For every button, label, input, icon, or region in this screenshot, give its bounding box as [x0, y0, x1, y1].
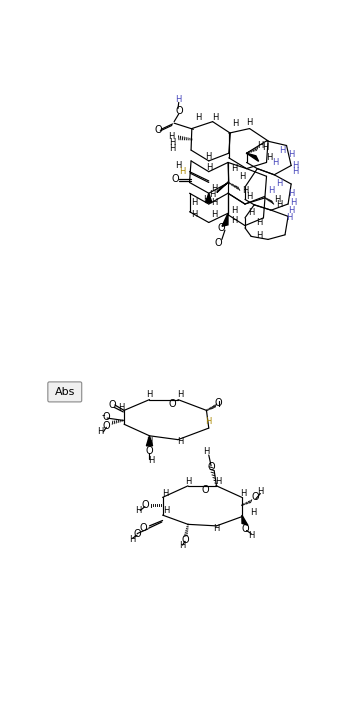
Text: O: O	[169, 399, 176, 409]
Text: O: O	[215, 398, 223, 408]
Text: H: H	[288, 189, 294, 198]
Text: O: O	[215, 238, 223, 248]
Text: H: H	[211, 184, 217, 193]
Text: H: H	[231, 216, 237, 225]
Text: H: H	[240, 489, 246, 498]
Text: H: H	[203, 447, 210, 456]
Text: O: O	[133, 528, 141, 538]
Text: O: O	[109, 400, 116, 410]
Polygon shape	[222, 214, 228, 226]
Text: H: H	[248, 530, 254, 540]
Polygon shape	[242, 515, 248, 525]
Text: H: H	[163, 506, 170, 515]
Text: H: H	[273, 158, 279, 167]
FancyBboxPatch shape	[48, 382, 82, 402]
Polygon shape	[206, 193, 212, 202]
Text: H: H	[206, 162, 213, 172]
Text: O: O	[217, 223, 225, 233]
Text: H: H	[279, 146, 285, 155]
Text: H: H	[231, 164, 237, 173]
Polygon shape	[246, 153, 259, 162]
Text: O: O	[140, 523, 147, 533]
Text: H: H	[288, 150, 294, 159]
Text: H: H	[246, 192, 253, 201]
Text: H: H	[276, 179, 282, 189]
Text: H: H	[136, 506, 142, 515]
Text: H: H	[176, 95, 182, 104]
Text: O: O	[207, 462, 215, 472]
Text: H: H	[146, 390, 153, 399]
Text: O: O	[176, 106, 183, 116]
Text: H: H	[266, 153, 273, 162]
Text: H: H	[213, 112, 219, 122]
Text: H: H	[191, 210, 197, 219]
Text: H: H	[293, 167, 299, 176]
Text: H: H	[248, 208, 254, 217]
Text: H: H	[205, 152, 212, 161]
Text: H: H	[256, 218, 262, 227]
Text: H: H	[286, 214, 293, 222]
Text: H: H	[213, 525, 220, 533]
Text: H: H	[210, 190, 216, 199]
Text: H: H	[239, 172, 245, 181]
Text: H: H	[185, 477, 191, 486]
Text: H: H	[205, 417, 212, 426]
Text: H: H	[257, 141, 263, 150]
Text: O: O	[154, 125, 162, 135]
Text: H: H	[232, 120, 238, 128]
Text: H: H	[97, 427, 103, 436]
Text: H: H	[268, 186, 274, 194]
Text: O: O	[103, 421, 110, 431]
Text: O: O	[252, 493, 260, 503]
Text: H: H	[179, 167, 185, 176]
Text: H: H	[290, 198, 297, 207]
Text: H: H	[263, 142, 269, 152]
Text: H: H	[168, 132, 175, 141]
Text: H: H	[177, 437, 183, 446]
Text: H: H	[177, 390, 183, 399]
Text: H: H	[256, 231, 262, 240]
Text: H: H	[196, 112, 202, 122]
Text: H: H	[293, 161, 299, 170]
Text: O: O	[146, 446, 153, 456]
Text: O: O	[201, 486, 209, 496]
Text: H: H	[250, 508, 257, 518]
Text: H: H	[211, 210, 217, 219]
Text: H: H	[191, 198, 197, 207]
Text: O: O	[103, 412, 110, 422]
Text: H: H	[175, 161, 181, 170]
Text: H: H	[276, 200, 282, 209]
Text: H: H	[231, 206, 237, 215]
Text: H: H	[242, 186, 248, 194]
Text: -: -	[102, 410, 105, 420]
Text: H: H	[216, 477, 222, 486]
Text: H: H	[170, 138, 176, 147]
Text: O: O	[181, 535, 189, 545]
Text: O: O	[141, 500, 149, 510]
Text: H: H	[288, 206, 294, 215]
Text: O: O	[241, 524, 249, 534]
Text: H: H	[246, 118, 253, 127]
Text: H: H	[129, 535, 136, 544]
Text: H: H	[146, 436, 153, 446]
Text: H: H	[119, 403, 125, 412]
Text: H: H	[274, 195, 280, 204]
Text: H: H	[162, 489, 168, 498]
Text: Abs: Abs	[55, 387, 75, 397]
Text: H: H	[179, 541, 185, 550]
Text: H: H	[148, 456, 154, 465]
Text: O: O	[172, 174, 179, 184]
Text: H: H	[211, 198, 217, 207]
Text: H: H	[170, 144, 176, 153]
Polygon shape	[217, 182, 228, 192]
Polygon shape	[146, 436, 153, 446]
Text: H: H	[203, 195, 210, 204]
Text: H: H	[257, 488, 263, 496]
